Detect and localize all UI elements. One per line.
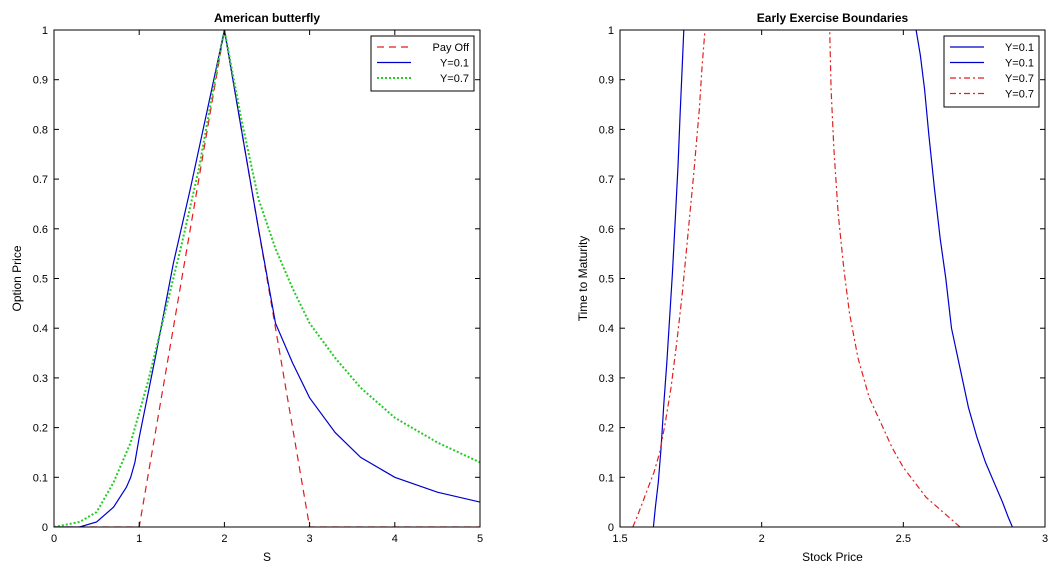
chart-american-butterfly: 0 1 2 3 4 5 0 0.1 0.2 0.3 0.4 0.5 0.6 0.7 0.8 0.9 1 Ameri…: [10, 11, 483, 564]
x-axis-label: Stock Price: [802, 550, 863, 564]
legend-label: Y=0.1: [1005, 58, 1034, 70]
y-tick-label: 0: [42, 522, 48, 534]
y-tick-label: 0.1: [33, 472, 48, 484]
y-tick-label: 0.6: [33, 224, 48, 236]
legend-label: Y=0.7: [1005, 89, 1034, 101]
legend: Y=0.1 Y=0.1 Y=0.7 Y=0.7: [943, 35, 1040, 108]
y-tick-label: 0.3: [599, 373, 614, 385]
x-tick-label: 4: [392, 533, 398, 545]
series-line-y-0-1-1: [915, 30, 1013, 527]
y-tick-label: 0: [608, 522, 614, 534]
legend-box: [370, 35, 475, 92]
x-tick-label: 1.5: [612, 533, 627, 545]
y-tick-label: 0.9: [33, 75, 48, 87]
legend-label: Pay Off: [433, 42, 470, 54]
x-tick-label: 0: [51, 533, 57, 545]
x-tick-label: 3: [1042, 533, 1048, 545]
y-tick-label: 0.6: [599, 224, 614, 236]
series-line-y-0-1-0: [652, 30, 685, 527]
y-axis-label: Time to Maturity: [576, 236, 590, 322]
x-tick-label: 2.5: [896, 533, 911, 545]
y-tick-label: 0.5: [599, 274, 614, 286]
x-tick-label: 1: [136, 533, 142, 545]
series-line-y-0-1-1: [54, 30, 480, 527]
y-tick-label: 0.1: [599, 472, 614, 484]
y-tick-label: 0.4: [599, 323, 614, 335]
legend-label: Y=0.7: [1005, 73, 1034, 85]
legend: Pay Off Y=0.1 Y=0.7: [370, 35, 475, 92]
y-tick-label: 0.4: [33, 323, 48, 335]
x-axis-label: S: [263, 550, 271, 564]
y-tick-label: 0.7: [599, 174, 614, 186]
series-line-y-0-7-3: [829, 30, 961, 527]
x-tick-label: 2: [221, 533, 227, 545]
series-group: [632, 30, 1013, 527]
y-tick-label: 0.8: [599, 124, 614, 136]
y-tick-label: 0.7: [33, 174, 48, 186]
series-group: [54, 30, 480, 527]
y-axis-label: Option Price: [10, 245, 24, 311]
x-tick-label: 5: [477, 533, 483, 545]
x-tick-label: 3: [307, 533, 313, 545]
chart-title: American butterfly: [214, 11, 320, 25]
legend-label: Y=0.7: [440, 73, 469, 85]
y-tick-label: 0.3: [33, 373, 48, 385]
x-tick-label: 2: [759, 533, 765, 545]
legend-label: Y=0.1: [1005, 42, 1034, 54]
y-tick-label: 1: [42, 25, 48, 37]
chart-early-exercise-boundaries: 1.5 2 2.5 3 0 0.1 0.2 0.3 0.4 0.5 0.6 0.7 0.8 0.9 1 Ear…: [576, 11, 1048, 564]
chart-title: Early Exercise Boundaries: [757, 11, 909, 25]
y-tick-label: 0.5: [33, 274, 48, 286]
series-line-y-0-7-2: [632, 30, 706, 527]
y-tick-label: 0.9: [599, 75, 614, 87]
legend-box: [943, 35, 1040, 108]
y-tick-label: 0.8: [33, 124, 48, 136]
legend-label: Y=0.1: [440, 58, 469, 70]
y-tick-label: 0.2: [33, 423, 48, 435]
y-tick-label: 1: [608, 25, 614, 37]
y-tick-label: 0.2: [599, 423, 614, 435]
